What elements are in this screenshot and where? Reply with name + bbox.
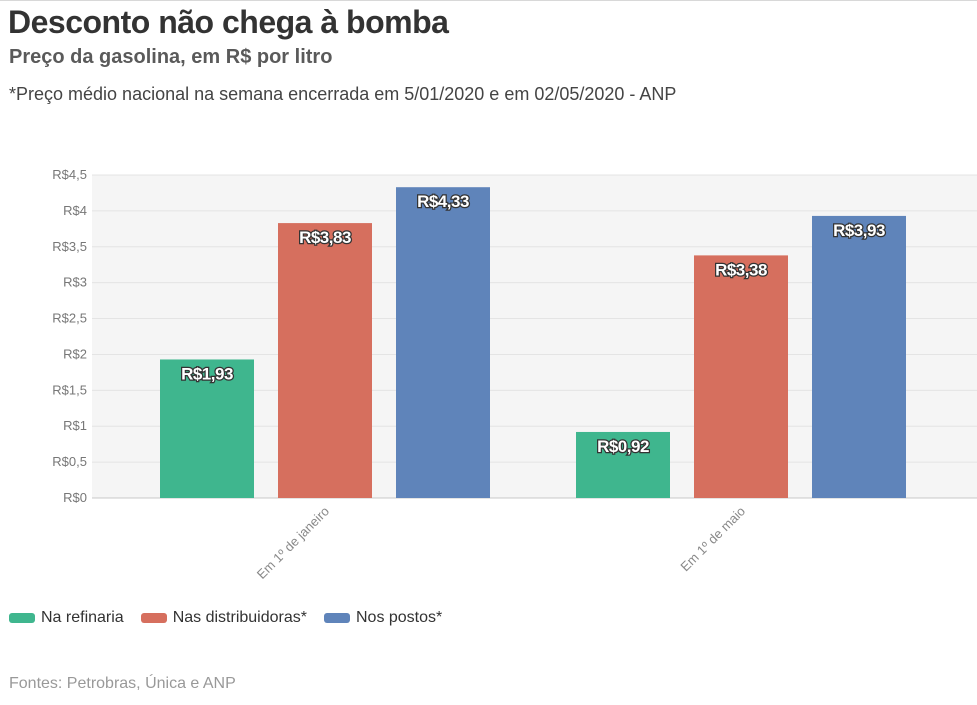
y-tick-label: R$1,5	[52, 382, 87, 397]
y-tick-label: R$4,5	[52, 167, 87, 182]
source-note: Fontes: Petrobras, Única e ANP	[9, 675, 236, 692]
bar-data-label: R$3,83	[299, 228, 351, 247]
bar	[576, 431, 670, 498]
legend-label-postos: Nos postos*	[355, 609, 443, 626]
bar-data-label: R$0,92	[597, 437, 649, 456]
y-tick-label: R$1	[63, 418, 87, 433]
chart-title: Desconto não chega à bomba	[8, 4, 449, 40]
legend-swatch-distribuidoras	[140, 613, 167, 623]
bar-data-label: R$3,38	[715, 260, 767, 279]
bar-chart: R$0 R$0,5 R$1 R$1,5 R$2 R$2,5 R$3 R$3,5 R$4 R$4,5…	[52, 167, 977, 582]
bar	[694, 255, 788, 498]
chart-legend: Na refinaria Nas distribuidoras* Nos pos…	[9, 609, 459, 627]
y-tick-label: R$2	[63, 346, 87, 361]
chart-subtitle: Preço da gasolina, em R$ por litro	[9, 46, 333, 68]
bar-data-label: R$1,93	[181, 364, 233, 383]
legend-item-refinaria[interactable]: Na refinaria	[9, 609, 124, 627]
x-tick-label: Em 1º de maio	[677, 504, 748, 575]
bar	[812, 215, 906, 498]
legend-swatch-refinaria	[9, 613, 35, 623]
legend-item-distribuidoras[interactable]: Nas distribuidoras*	[140, 609, 307, 627]
bar	[160, 359, 254, 498]
bar	[278, 223, 372, 498]
x-tick-label: Em 1º de janeiro	[254, 504, 332, 582]
bar-data-label: R$3,93	[833, 221, 885, 240]
legend-swatch-postos	[323, 613, 350, 623]
y-tick-label: R$3,5	[52, 239, 87, 254]
y-tick-label: R$2,5	[52, 311, 87, 326]
y-tick-label: R$3	[63, 275, 87, 290]
bar-data-label: R$4,33	[417, 192, 469, 211]
y-tick-label: R$4	[63, 203, 87, 218]
y-tick-label: R$0	[63, 490, 87, 505]
bar	[396, 187, 490, 499]
legend-item-postos[interactable]: Nos postos*	[323, 609, 443, 627]
y-tick-label: R$0,5	[52, 454, 87, 469]
legend-label-distribuidoras: Nas distribuidoras*	[172, 609, 307, 626]
top-rule	[0, 0, 977, 1]
legend-label-refinaria: Na refinaria	[41, 609, 124, 626]
chart-note: *Preço médio nacional na semana encerrad…	[9, 84, 677, 104]
